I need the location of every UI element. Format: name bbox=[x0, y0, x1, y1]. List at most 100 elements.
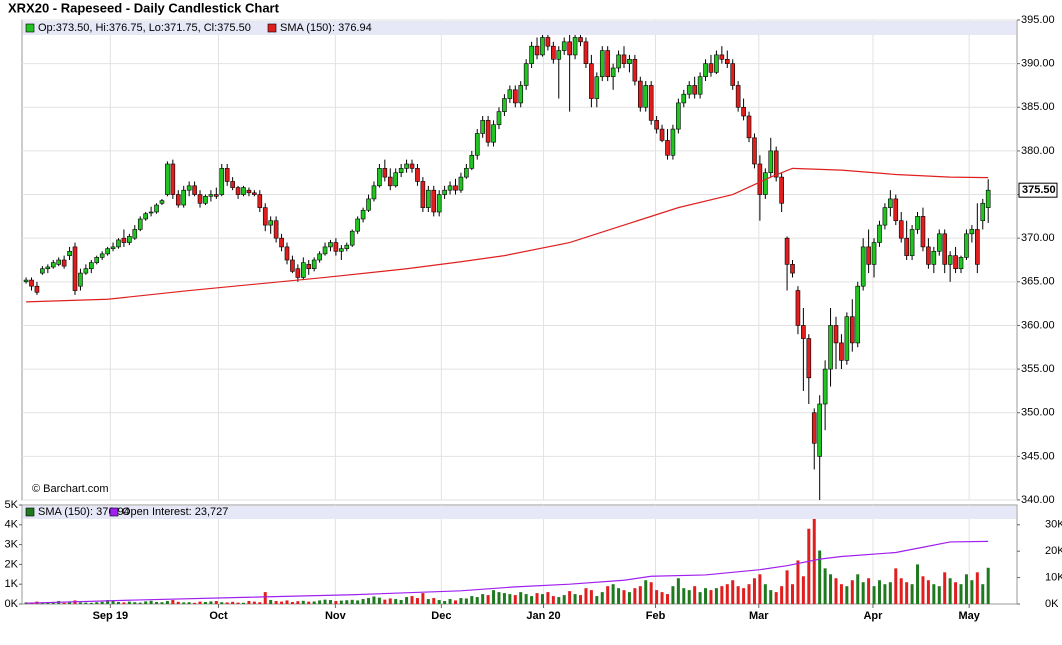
candle-body bbox=[735, 85, 741, 108]
candle-body bbox=[121, 237, 127, 243]
candle-body bbox=[605, 50, 610, 78]
volume-bar bbox=[519, 592, 523, 604]
watermark: © Barchart.com bbox=[32, 483, 109, 495]
candle-body bbox=[763, 172, 768, 195]
volume-bar bbox=[687, 590, 691, 604]
volume-bar bbox=[421, 593, 425, 604]
candle-body bbox=[56, 259, 61, 265]
volume-bar bbox=[818, 550, 822, 604]
candle-body bbox=[512, 89, 518, 104]
candle-body bbox=[224, 168, 230, 182]
candle-body bbox=[616, 54, 621, 69]
volume-bar bbox=[698, 592, 702, 604]
volume-bar bbox=[736, 586, 740, 604]
volume-bar bbox=[557, 597, 561, 604]
candle-body bbox=[170, 163, 176, 195]
volume-bar bbox=[361, 599, 365, 604]
volume-bar bbox=[377, 597, 381, 604]
volume-bar bbox=[453, 600, 457, 604]
volume-bar bbox=[405, 597, 409, 604]
candle-body bbox=[659, 128, 665, 141]
candle-body bbox=[148, 211, 154, 214]
volume-bar bbox=[671, 586, 675, 604]
candle-body bbox=[306, 264, 312, 270]
legend-strip bbox=[23, 506, 1016, 519]
candle-body bbox=[811, 412, 817, 444]
volume-bar bbox=[709, 590, 713, 604]
candle-body bbox=[355, 218, 360, 232]
volume-bar bbox=[106, 600, 110, 604]
candle-body bbox=[648, 85, 654, 121]
candle-body bbox=[127, 236, 132, 243]
candle-body bbox=[371, 185, 377, 200]
candle-body bbox=[496, 111, 502, 126]
volume-bar bbox=[899, 578, 903, 604]
sma-line bbox=[26, 167, 989, 303]
candle-body bbox=[746, 115, 752, 139]
candle-body bbox=[442, 189, 447, 195]
volume-bar bbox=[383, 599, 387, 604]
volume-bar bbox=[752, 578, 756, 604]
volume-bar bbox=[290, 602, 294, 604]
volume-bar bbox=[644, 580, 648, 604]
volume-bar bbox=[144, 601, 148, 604]
volume-bar bbox=[611, 584, 615, 604]
candle-body bbox=[333, 242, 339, 252]
candle-body bbox=[643, 85, 649, 108]
volume-bar bbox=[524, 594, 528, 604]
candle-body bbox=[474, 133, 480, 156]
volume-bar bbox=[622, 590, 626, 604]
volume-bar bbox=[182, 602, 186, 604]
candle-body bbox=[958, 257, 964, 270]
volume-bar bbox=[638, 586, 642, 604]
volume-bar bbox=[867, 578, 871, 604]
volume-bar bbox=[627, 592, 631, 604]
candle-body bbox=[447, 185, 453, 191]
candle-body bbox=[485, 120, 491, 143]
candle-body bbox=[165, 163, 170, 195]
volume-bar bbox=[187, 602, 191, 604]
y-tick-label: 345.00 bbox=[1021, 450, 1055, 462]
candle-body bbox=[822, 368, 828, 405]
candle-body bbox=[692, 85, 697, 95]
volume-bar bbox=[258, 602, 262, 604]
candle-body bbox=[349, 230, 355, 246]
volume-bar bbox=[617, 588, 621, 604]
candle-body bbox=[214, 194, 219, 197]
candle-body bbox=[589, 63, 594, 99]
volume-bar bbox=[448, 599, 452, 604]
volume-bar bbox=[492, 590, 496, 604]
x-tick-label: Feb bbox=[646, 610, 666, 622]
volume-bar bbox=[443, 601, 447, 604]
volume-bar bbox=[415, 598, 419, 604]
volume-bar bbox=[720, 586, 724, 604]
volume-bar bbox=[274, 601, 278, 604]
candle-body bbox=[382, 168, 388, 178]
candle-body bbox=[909, 229, 915, 256]
volume-bar bbox=[791, 584, 795, 604]
y-tick-label: 4K bbox=[5, 519, 19, 531]
volume-bar bbox=[725, 584, 729, 604]
candle-body bbox=[757, 163, 763, 195]
volume-bar bbox=[116, 602, 120, 604]
volume-bar bbox=[149, 600, 153, 604]
candle-body bbox=[953, 255, 958, 270]
volume-bar bbox=[247, 601, 251, 604]
volume-bar bbox=[796, 560, 800, 604]
y-tick-label: 385.00 bbox=[1021, 101, 1055, 113]
candle-body bbox=[415, 168, 420, 182]
volume-bar bbox=[894, 568, 898, 604]
candle-body bbox=[980, 202, 986, 222]
candle-body bbox=[257, 194, 263, 208]
candle-body bbox=[561, 41, 567, 51]
candle-body bbox=[360, 209, 366, 220]
volume-bar bbox=[214, 601, 218, 604]
candle-body bbox=[387, 176, 393, 187]
volume-bar bbox=[323, 599, 327, 604]
candle-body bbox=[752, 137, 757, 165]
candle-body bbox=[926, 246, 931, 265]
candle-body bbox=[175, 194, 181, 206]
candle-body bbox=[551, 45, 556, 60]
volume-bar bbox=[242, 602, 246, 604]
candle-body bbox=[719, 54, 725, 60]
